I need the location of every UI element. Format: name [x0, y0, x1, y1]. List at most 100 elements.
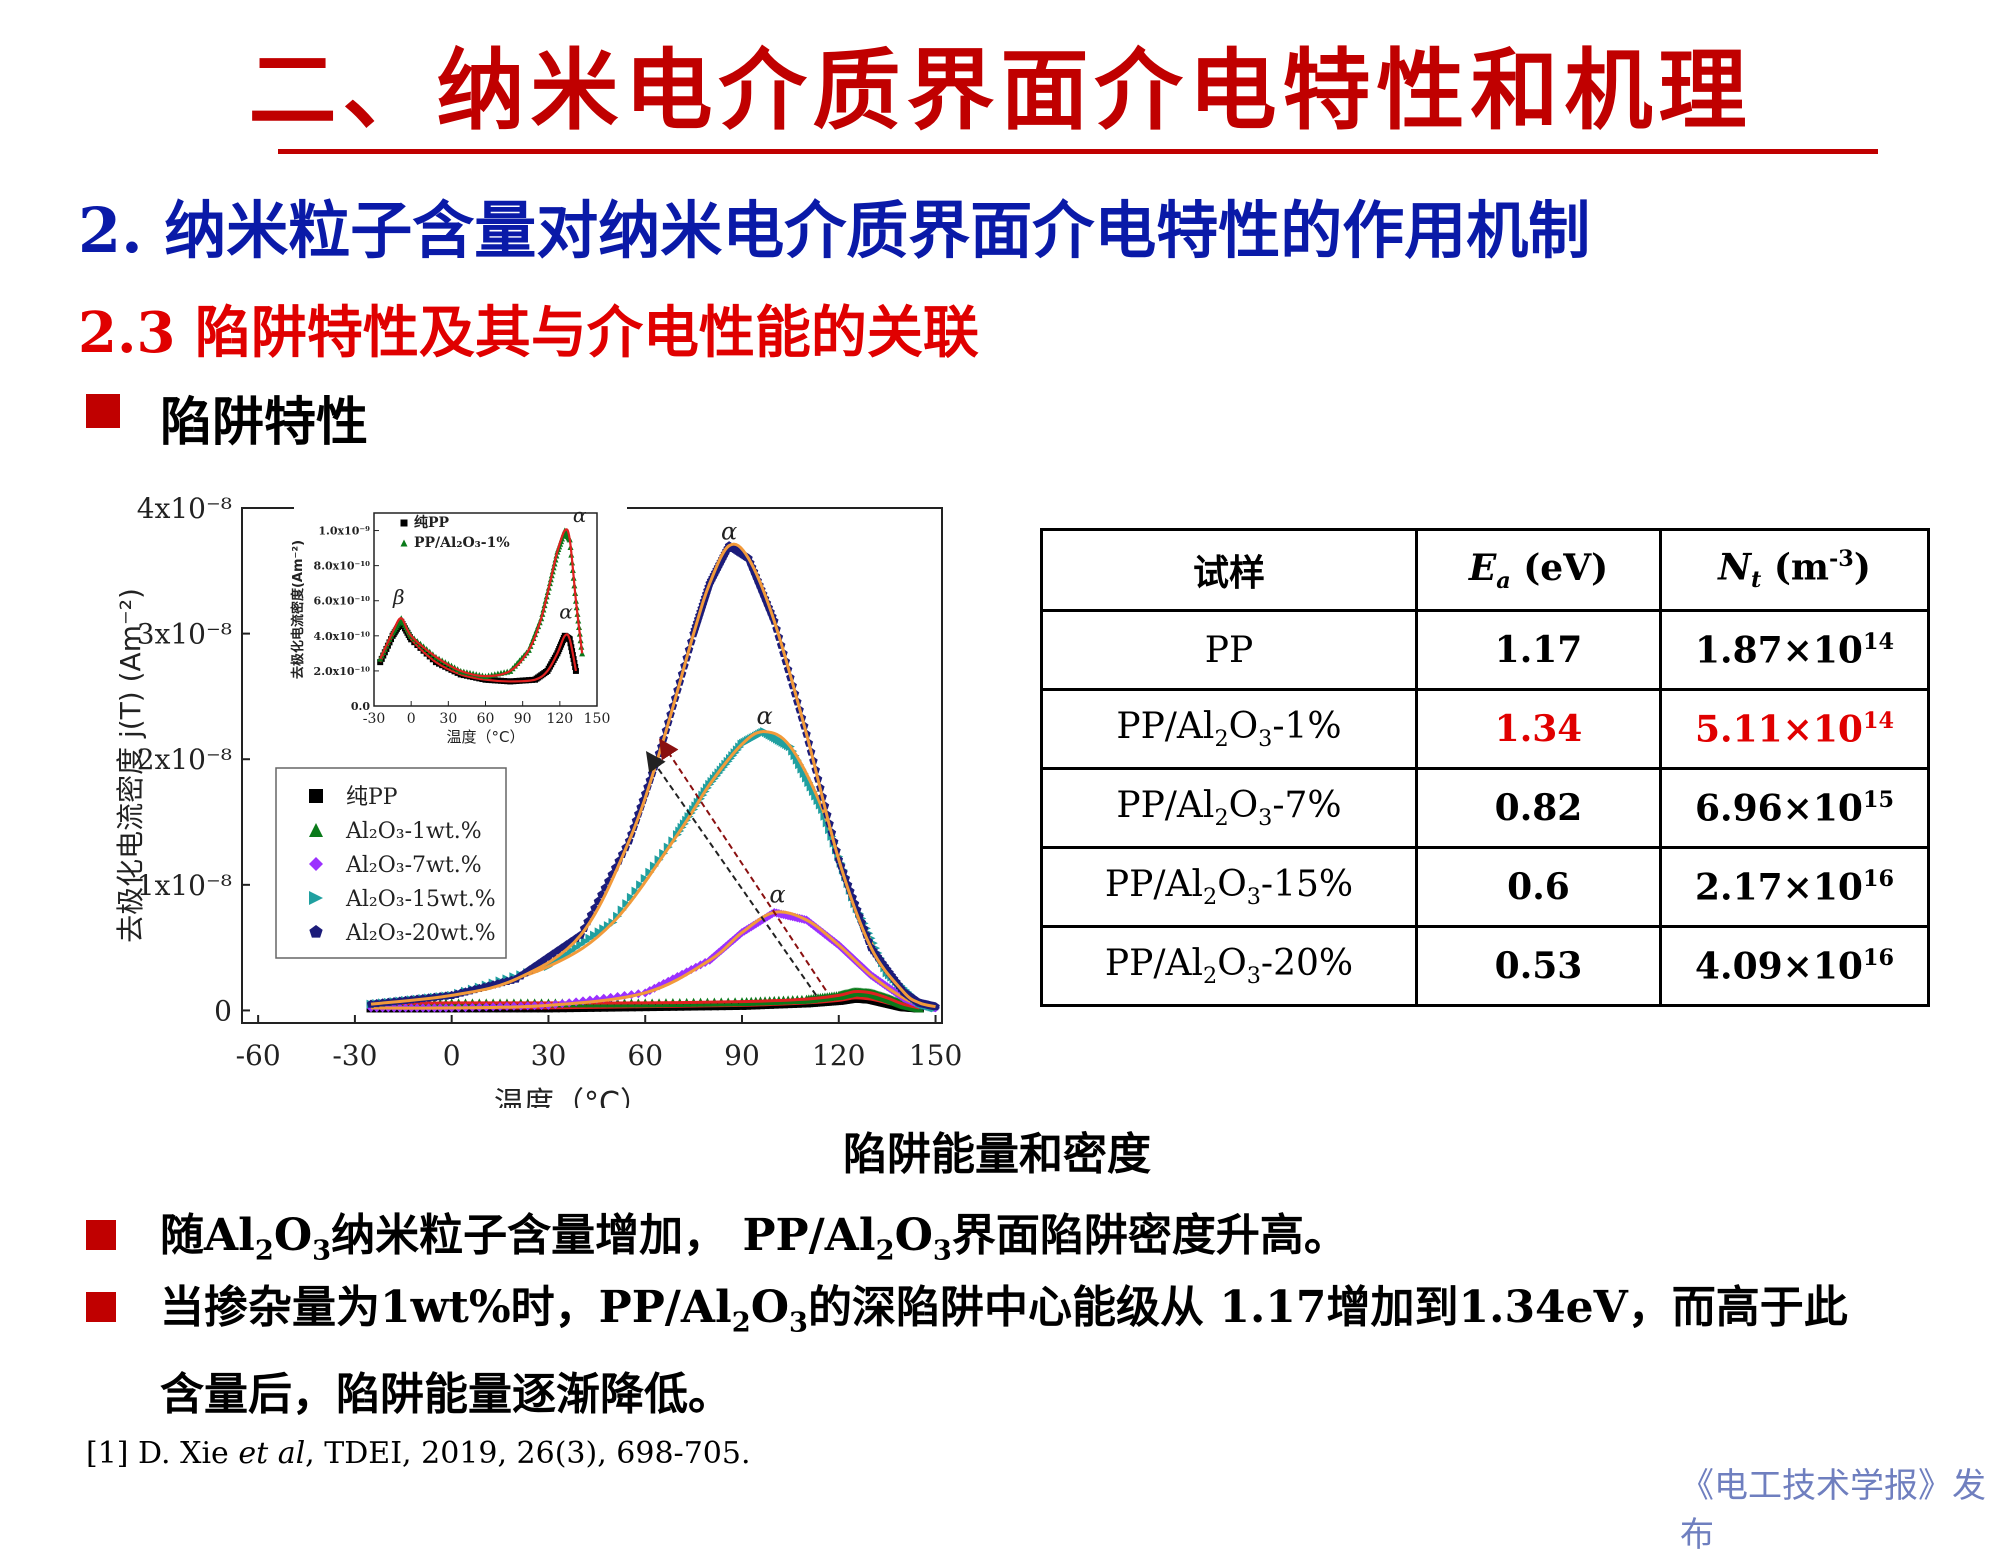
- data-point: [631, 886, 641, 896]
- data-point: [795, 760, 805, 770]
- trap-parameter-table: 试样 Ea (eV) Nt (m-3) PP 1.17 1.87×1014 PP/Al…: [1040, 528, 1930, 1007]
- bullet-text-2: 当掺杂量为1wt%时，PP/Al2O3的深陷阱中心能级从 1.17增加到1.34…: [160, 1282, 1848, 1420]
- inset-y-tick-label: 4.0x10⁻¹⁰: [314, 630, 371, 643]
- legend-label: Al₂O₃-15wt.%: [345, 887, 496, 912]
- inset-x-tick-label: 30: [439, 711, 457, 727]
- data-point: [626, 892, 636, 902]
- inset-peak-annotation: α: [559, 599, 573, 623]
- inset-x-tick-label: 0: [407, 711, 416, 727]
- legend-label: Al₂O₃-20wt.%: [345, 921, 496, 946]
- legend-marker: [309, 857, 323, 871]
- legend-marker: [309, 789, 323, 803]
- table-row: PP 1.17 1.87×1014: [1040, 609, 1930, 691]
- inset-fit-line: [379, 528, 584, 678]
- inset-y-tick-label: 0.0: [351, 700, 370, 713]
- y-tick-label: 2x10⁻⁸: [137, 743, 232, 776]
- inset-data-point: [579, 650, 586, 657]
- data-point: [640, 874, 650, 884]
- data-point: [599, 924, 609, 934]
- inset-x-tick-label: 90: [514, 711, 532, 727]
- cell-trap-density: 5.11×1014: [1659, 688, 1930, 770]
- header-sample: 试样: [1040, 528, 1418, 612]
- legend-marker: [309, 891, 323, 905]
- data-point: [792, 755, 802, 765]
- inset-x-axis-label: 温度（°C）: [447, 728, 525, 746]
- data-point: [806, 782, 816, 792]
- x-tick-label: -30: [332, 1039, 377, 1072]
- data-point: [576, 939, 586, 949]
- cell-activation-energy: 1.34: [1415, 688, 1662, 770]
- table-header-row: 试样 Ea (eV) Nt (m-3): [1040, 528, 1930, 612]
- peak-annotation: α: [769, 880, 785, 908]
- inset-x-tick-label: 150: [584, 711, 611, 727]
- inset-legend-marker: [400, 519, 408, 527]
- inset-legend-marker: [400, 539, 408, 547]
- data-point: [645, 867, 655, 877]
- cell-activation-energy: 0.6: [1415, 846, 1662, 928]
- data-point: [797, 764, 807, 774]
- x-tick-label: 60: [627, 1039, 663, 1072]
- data-point: [622, 899, 632, 909]
- fit-line: [370, 542, 936, 1009]
- tsdc-chart: -60 -30 0 30 60 90 120 150 0 1x10⁻⁸ 2x10⁻⁸ 3x10⁻⁸ 4x…: [114, 492, 962, 1108]
- main-series-layer: [366, 541, 941, 1013]
- trend-arrow: [645, 751, 818, 996]
- table-row: PP/Al2O3-1% 1.34 5.11×1014: [1040, 688, 1930, 770]
- bullet-heading: 陷阱特性: [160, 393, 369, 453]
- publisher-watermark: 《电工技术学报》发布: [1680, 1466, 1986, 1555]
- data-point: [590, 930, 600, 940]
- y-tick-label: 1x10⁻⁸: [137, 869, 232, 902]
- legend-label: 纯PP: [346, 785, 398, 810]
- cell-activation-energy: 0.53: [1415, 925, 1662, 1007]
- data-point: [802, 773, 812, 783]
- cell-trap-density: 4.09×1016: [1659, 925, 1930, 1007]
- inset-y-tick-label: 2.0x10⁻¹⁰: [314, 665, 371, 678]
- trend-arrows: [645, 738, 827, 996]
- inset-x-tick-label: -30: [363, 711, 386, 727]
- cell-sample: PP/Al2O3-7%: [1040, 767, 1418, 849]
- table-row: PP/Al2O3-7% 0.82 6.96×1015: [1040, 767, 1930, 849]
- cell-sample: PP/Al2O3-1%: [1040, 688, 1418, 770]
- trend-arrow: [659, 738, 827, 991]
- legend-marker: [309, 823, 323, 837]
- table-row: PP/Al2O3-20% 0.53 4.09×1016: [1040, 925, 1930, 1007]
- peak-annotation: α: [756, 702, 772, 730]
- legend-marker: [309, 925, 323, 938]
- x-tick-label: 150: [909, 1039, 962, 1072]
- bullet-square-icon: [86, 1292, 116, 1322]
- inset-y-tick-label: 1.0x10⁻⁹: [318, 525, 370, 538]
- data-point: [636, 880, 646, 890]
- series-4: [366, 541, 940, 1011]
- header-activation-energy: Ea (eV): [1415, 528, 1662, 612]
- x-tick-label: 30: [531, 1039, 567, 1072]
- legend-label: Al₂O₃-1wt.%: [345, 819, 482, 844]
- bullet-text-1: 随Al2O3纳米粒子含量增加， PP/Al2O3界面陷阱密度升高。: [160, 1210, 1348, 1267]
- table-row: PP/Al2O3-15% 0.6 2.17×1016: [1040, 846, 1930, 928]
- inset-legend-label: 纯PP: [414, 514, 450, 531]
- inset-peak-annotation: α: [573, 503, 587, 527]
- main-axes: -60 -30 0 30 60 90 120 150 0 1x10⁻⁸ 2x10⁻⁸ 3x10⁻⁸ 4x…: [114, 492, 962, 1108]
- cell-sample: PP: [1040, 609, 1418, 691]
- header-trap-density: Nt (m-3): [1659, 528, 1930, 612]
- y-tick-label: 3x10⁻⁸: [137, 618, 232, 651]
- bullet-square-icon: [86, 1220, 116, 1250]
- inset-y-tick-label: 6.0x10⁻¹⁰: [314, 595, 371, 608]
- section-heading: 2. 纳米粒子含量对纳米电介质界面介电特性的作用机制: [78, 194, 1591, 267]
- inset-series-1: [377, 527, 586, 680]
- peak-annotation: α: [721, 517, 737, 545]
- bullet-square-icon: [86, 394, 120, 428]
- data-point: [571, 943, 581, 953]
- inset-y-tick-label: 8.0x10⁻¹⁰: [314, 560, 371, 573]
- inset-legend-label: PP/Al₂O₃-1%: [414, 535, 510, 551]
- data-point: [799, 769, 809, 779]
- y-tick-label: 0: [214, 994, 232, 1027]
- cell-activation-energy: 0.82: [1415, 767, 1662, 849]
- cell-trap-density: 6.96×1015: [1659, 767, 1930, 849]
- fit-line: [371, 910, 936, 1010]
- inset-y-axis-label: 去极化电流密度(Am⁻²): [290, 540, 306, 679]
- title-divider: [278, 149, 1878, 154]
- x-axis-label: 温度（°C）: [494, 1086, 650, 1108]
- cell-trap-density: 2.17×1016: [1659, 846, 1930, 928]
- cell-trap-density: 1.87×1014: [1659, 609, 1930, 691]
- x-tick-label: 120: [812, 1039, 865, 1072]
